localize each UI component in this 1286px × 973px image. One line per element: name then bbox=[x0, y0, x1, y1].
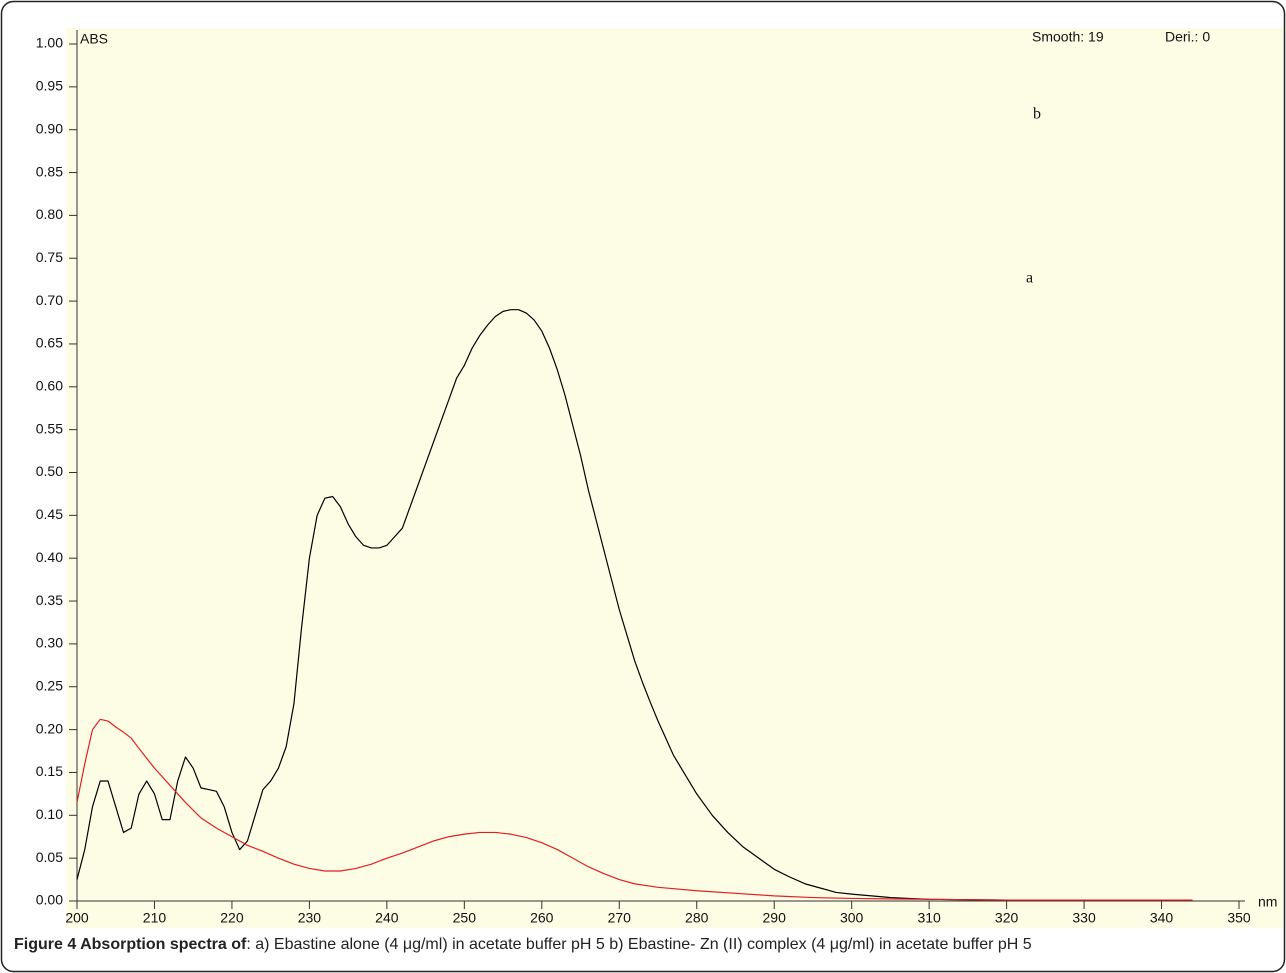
plot-background bbox=[66, 28, 1283, 928]
caption: Figure 4 Absorption spectra of: a) Ebast… bbox=[14, 936, 1032, 954]
x-tick-label: 310 bbox=[917, 910, 941, 926]
caption-text: : a) Ebastine alone (4 μg/ml) in acetate… bbox=[246, 936, 1032, 953]
annotation: a bbox=[1026, 270, 1033, 287]
y-tick-label: 0.95 bbox=[36, 78, 63, 94]
y-tick-label: 0.00 bbox=[36, 892, 63, 908]
x-axis-label: nm bbox=[1258, 894, 1277, 910]
x-tick-label: 220 bbox=[220, 910, 244, 926]
x-tick-label: 350 bbox=[1227, 910, 1251, 926]
x-tick-label: 230 bbox=[298, 910, 322, 926]
x-tick-label: 300 bbox=[840, 910, 864, 926]
y-tick-label: 0.50 bbox=[36, 463, 63, 479]
y-tick-label: 1.00 bbox=[36, 35, 63, 51]
y-tick-label: 0.25 bbox=[36, 677, 63, 693]
annotation: b bbox=[1033, 106, 1041, 123]
y-tick-label: 0.75 bbox=[36, 249, 63, 265]
x-tick-label: 290 bbox=[763, 910, 787, 926]
y-tick-label: 0.80 bbox=[36, 206, 63, 222]
y-axis-label: ABS bbox=[80, 31, 108, 47]
y-tick-label: 0.15 bbox=[36, 763, 63, 779]
annotation: Smooth: 19 bbox=[1032, 29, 1104, 45]
x-tick-label: 260 bbox=[530, 910, 554, 926]
y-tick-label: 0.45 bbox=[36, 506, 63, 522]
spectrum-line bbox=[76, 309, 1193, 901]
y-tick-label: 0.20 bbox=[36, 720, 63, 736]
y-tick-label: 0.65 bbox=[36, 335, 63, 351]
x-tick-label: 340 bbox=[1150, 910, 1174, 926]
y-tick-label: 0.10 bbox=[36, 806, 63, 822]
x-tick-label: 250 bbox=[453, 910, 477, 926]
y-tick-label: 0.40 bbox=[36, 549, 63, 565]
x-tick-label: 270 bbox=[608, 910, 632, 926]
y-tick-label: 0.60 bbox=[36, 378, 63, 394]
annotation: Deri.: 0 bbox=[1165, 29, 1210, 45]
y-tick-label: 0.30 bbox=[36, 635, 63, 651]
y-tick-label: 0.70 bbox=[36, 292, 63, 308]
x-tick-label: 240 bbox=[375, 910, 399, 926]
y-tick-label: 0.35 bbox=[36, 592, 63, 608]
y-tick-label: 0.55 bbox=[36, 420, 63, 436]
spectrum-line bbox=[76, 718, 1193, 901]
y-tick-label: 0.05 bbox=[36, 849, 63, 865]
x-tick-label: 330 bbox=[1072, 910, 1096, 926]
y-tick-label: 0.90 bbox=[36, 120, 63, 136]
x-tick-label: 200 bbox=[65, 910, 89, 926]
x-tick-label: 320 bbox=[995, 910, 1019, 926]
y-tick-label: 0.85 bbox=[36, 163, 63, 179]
caption-title: Figure 4 Absorption spectra of bbox=[14, 936, 247, 953]
x-tick-label: 210 bbox=[143, 910, 167, 926]
x-tick-label: 280 bbox=[685, 910, 709, 926]
